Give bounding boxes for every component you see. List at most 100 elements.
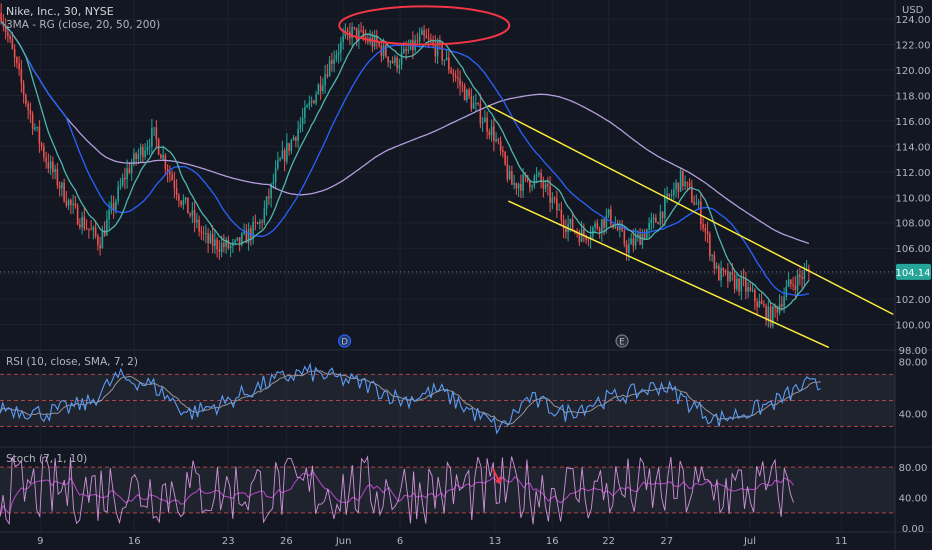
candle-body (175, 188, 178, 196)
candle-body (74, 203, 77, 206)
candle-body (477, 102, 479, 104)
candle-body (790, 279, 792, 285)
candle-body (94, 227, 97, 236)
candle-body (355, 27, 358, 41)
candle-body (252, 221, 254, 239)
candle-body (443, 59, 446, 61)
candle-body (535, 174, 538, 177)
candle-body (461, 85, 464, 87)
price-tick-label: 102.00 (896, 295, 931, 306)
candle-body (274, 168, 277, 183)
price-tick-label: 112.00 (896, 168, 931, 179)
candle-body (353, 27, 356, 29)
time-tick-label: 16 (546, 536, 559, 547)
candle-body (506, 164, 509, 180)
candle-body (562, 220, 565, 229)
candle-body (103, 230, 106, 236)
candle-body (52, 161, 54, 173)
candle-body (171, 174, 173, 181)
candle-body (243, 230, 245, 234)
candle-body (517, 183, 520, 189)
stoch-title: Stoch (7, 1, 10) (6, 453, 88, 465)
candle-body (283, 150, 286, 162)
candle-body (724, 270, 727, 272)
candle-body (720, 268, 722, 281)
candle-body (108, 210, 110, 220)
stoch-tick-label: 0.00 (902, 524, 924, 535)
candle-body (504, 151, 506, 165)
stoch-band-fill (0, 467, 895, 513)
candle-body (648, 223, 650, 230)
candle-body (133, 153, 135, 165)
candle-body (173, 180, 176, 189)
candle-body (731, 271, 734, 275)
candle-body (198, 219, 200, 232)
candle-body (328, 60, 331, 77)
candle-body (378, 42, 380, 46)
candle-body (166, 168, 169, 173)
price-tick-label: 114.00 (896, 142, 931, 153)
candle-body (263, 208, 266, 223)
candle-body (774, 306, 776, 309)
candle-body (803, 270, 806, 280)
candle-body (718, 265, 720, 281)
price-tick-label: 98.00 (899, 346, 928, 357)
candle-body (571, 219, 574, 231)
candle-body (79, 224, 81, 228)
candle-body (4, 25, 7, 32)
candle-body (398, 64, 401, 69)
indicator-legend: 3MA - RG (close, 20, 50, 200) (6, 19, 161, 31)
time-tick-label: 9 (37, 536, 43, 547)
candle-body (261, 221, 263, 223)
candle-body (83, 216, 86, 229)
candle-body (594, 223, 596, 228)
candle-body (763, 304, 765, 306)
candle-body (99, 244, 101, 249)
candle-body (34, 127, 36, 130)
candle-body (164, 155, 167, 169)
candle-body (259, 221, 261, 224)
candle-body (452, 73, 455, 76)
candle-body (178, 195, 180, 202)
candle-body (497, 139, 500, 141)
time-tick-label: 27 (660, 536, 673, 547)
candle-body (110, 202, 113, 211)
candle-body (686, 181, 689, 183)
candle-body (754, 289, 756, 302)
candle-body (56, 168, 59, 186)
candle-body (272, 182, 275, 184)
candle-body (20, 69, 23, 84)
price-tick-label: 116.00 (896, 117, 931, 128)
candle-body (16, 57, 18, 64)
price-axis: 124.00 122.00 120.00 118.00 116.00 114.00 112.… (896, 15, 931, 357)
candle-body (439, 40, 441, 44)
candle-body (601, 219, 603, 233)
candle-body (661, 211, 664, 219)
candle-body (31, 113, 34, 130)
candle-body (486, 117, 488, 132)
rsi-title: RSI (10, close, SMA, 7, 2) (6, 356, 138, 368)
rsi-ma-line (0, 370, 821, 425)
candle-body (200, 231, 203, 233)
candle-body (137, 154, 140, 159)
symbol-title: Nike, Inc., 30, NYSE (6, 5, 114, 18)
candle-body (637, 233, 639, 237)
candle-body (313, 100, 315, 104)
candle-body (592, 227, 594, 236)
candle-body (783, 296, 785, 307)
candle-body (389, 60, 392, 63)
candle-body (772, 306, 774, 327)
candle-body (101, 230, 104, 249)
time-axis: 9 16 23 26 Jun 6 13 16 22 27 Jul 11 (37, 536, 848, 547)
candle-body (416, 40, 419, 42)
candle-body (391, 60, 394, 63)
candle-body (364, 36, 367, 39)
last-price-badge (896, 263, 931, 280)
candle-body (580, 229, 583, 242)
candle-body (484, 117, 486, 123)
candle-body (371, 37, 374, 47)
candle-body (169, 172, 171, 175)
candle-body (407, 49, 410, 51)
candle-body (625, 244, 628, 253)
